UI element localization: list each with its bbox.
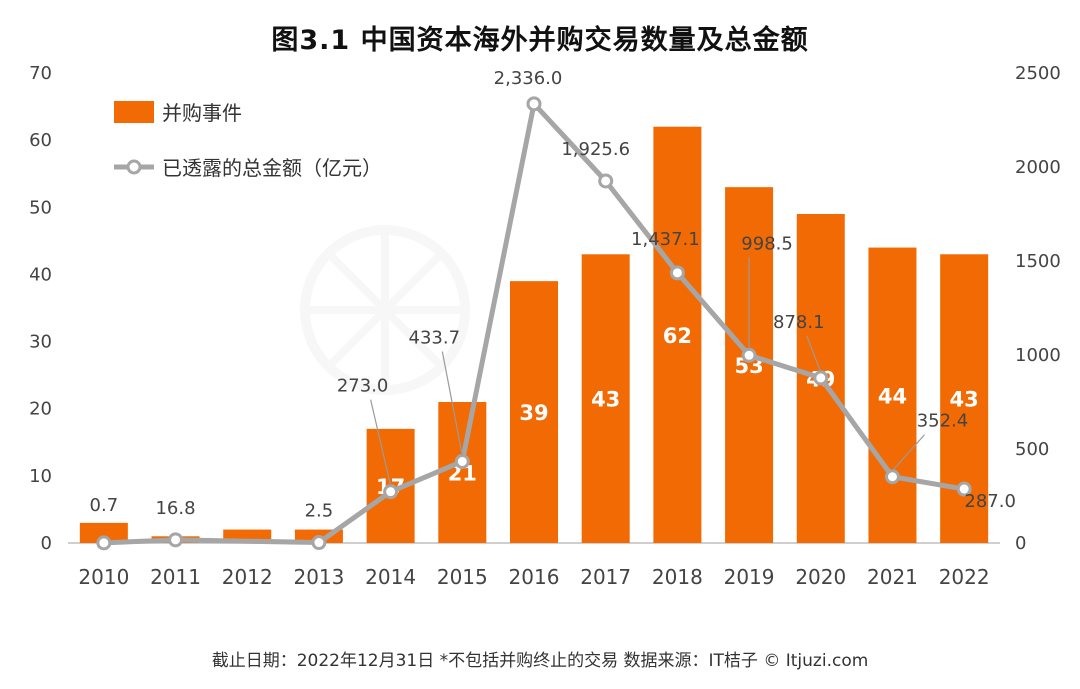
left-tick-label: 50 xyxy=(29,197,52,218)
right-y-axis: 0 500 1000 1500 2000 2500 xyxy=(1015,63,1061,554)
bar-value-label: 62 xyxy=(663,324,692,348)
line-value-label: 287.0 xyxy=(964,491,1016,512)
line-value-label: 16.8 xyxy=(155,498,195,519)
x-tick-label: 2014 xyxy=(365,565,416,589)
x-tick-label: 2012 xyxy=(222,565,273,589)
leader-line xyxy=(370,399,392,486)
line-series xyxy=(96,96,972,551)
bar xyxy=(581,254,630,544)
line-point xyxy=(669,265,685,281)
x-tick-label: 2021 xyxy=(867,565,918,589)
right-tick-label: 1000 xyxy=(1015,345,1061,366)
bar-value-label: 43 xyxy=(591,388,620,412)
x-axis: 2010 2011 2012 2013 2014 2015 2016 2017 2018 2019… xyxy=(78,565,989,589)
line-point xyxy=(741,347,757,363)
bar xyxy=(725,187,774,543)
line-point-labels: 0.7 16.8 2.5 273.0 433.7 2,336.0 1,925.6 1,437.… xyxy=(90,68,1016,522)
right-tick-label: 2000 xyxy=(1015,157,1061,178)
x-tick-label: 2018 xyxy=(652,565,703,589)
left-y-axis: 0 10 20 30 40 50 60 70 xyxy=(29,63,52,554)
left-tick-label: 40 xyxy=(29,264,52,285)
x-tick-label: 2022 xyxy=(939,565,990,589)
x-tick-label: 2010 xyxy=(78,565,129,589)
bar-value-label: 39 xyxy=(519,401,548,425)
bar xyxy=(438,402,487,543)
legend-line-marker xyxy=(126,159,142,175)
line-point xyxy=(598,173,614,189)
line-point xyxy=(311,535,327,551)
left-tick-label: 70 xyxy=(29,63,52,84)
right-tick-label: 1500 xyxy=(1015,251,1061,272)
leader-line xyxy=(806,335,822,373)
line-point xyxy=(956,481,972,497)
bar-value-label: 43 xyxy=(950,388,979,412)
line-point xyxy=(96,535,112,551)
line-value-label: 273.0 xyxy=(337,376,389,397)
left-tick-label: 10 xyxy=(29,466,52,487)
x-tick-label: 2020 xyxy=(795,565,846,589)
bar xyxy=(510,281,558,543)
right-tick-label: 2500 xyxy=(1015,63,1061,84)
x-tick-label: 2019 xyxy=(724,565,775,589)
bar xyxy=(868,247,917,544)
leader-lines xyxy=(370,257,925,486)
bar xyxy=(79,522,128,543)
line-value-label: 1,437.1 xyxy=(631,229,700,250)
x-tick-label: 2017 xyxy=(580,565,631,589)
bar-series xyxy=(79,126,989,544)
line-value-label: 878.1 xyxy=(773,312,825,333)
legend-bar-label: 并购事件 xyxy=(162,101,242,125)
line-value-label: 352.4 xyxy=(917,411,969,432)
bar-value-label: 44 xyxy=(878,384,907,408)
x-tick-label: 2013 xyxy=(293,565,344,589)
right-tick-label: 0 xyxy=(1015,533,1026,554)
watermark-logo xyxy=(300,225,470,395)
footer-note: 截止日期：2022年12月31日 *不包括并购终止的交易 数据来源：IT桔子 ©… xyxy=(211,651,869,671)
bar xyxy=(653,126,702,543)
x-tick-label: 2015 xyxy=(437,565,488,589)
legend: 并购事件 已透露的总金额（亿元） xyxy=(114,101,382,180)
line-point xyxy=(168,532,184,548)
line-value-label: 1,925.6 xyxy=(561,139,630,160)
legend-line-label: 已透露的总金额（亿元） xyxy=(162,156,382,180)
line-point xyxy=(383,484,399,500)
left-tick-label: 60 xyxy=(29,130,52,151)
line-point xyxy=(813,370,829,386)
legend-bar-swatch xyxy=(114,101,154,123)
line-value-label: 998.5 xyxy=(741,233,793,254)
chart-title: 图3.1 中国资本海外并购交易数量及总金额 xyxy=(271,25,809,56)
total-amount-line xyxy=(103,101,965,546)
line-value-label: 2,336.0 xyxy=(494,68,563,89)
x-tick-label: 2011 xyxy=(150,565,201,589)
x-tick-label: 2016 xyxy=(509,565,560,589)
line-value-label: 0.7 xyxy=(90,495,119,516)
line-value-label: 433.7 xyxy=(409,327,461,348)
right-tick-label: 500 xyxy=(1015,439,1049,460)
line-point xyxy=(526,96,542,112)
line-point xyxy=(454,453,470,469)
left-tick-label: 20 xyxy=(29,399,52,420)
line-point xyxy=(884,469,900,485)
leader-line xyxy=(441,351,463,456)
leader-line xyxy=(892,434,925,472)
left-tick-label: 30 xyxy=(29,332,52,353)
left-tick-label: 0 xyxy=(41,533,52,554)
line-value-label: 2.5 xyxy=(305,501,334,522)
